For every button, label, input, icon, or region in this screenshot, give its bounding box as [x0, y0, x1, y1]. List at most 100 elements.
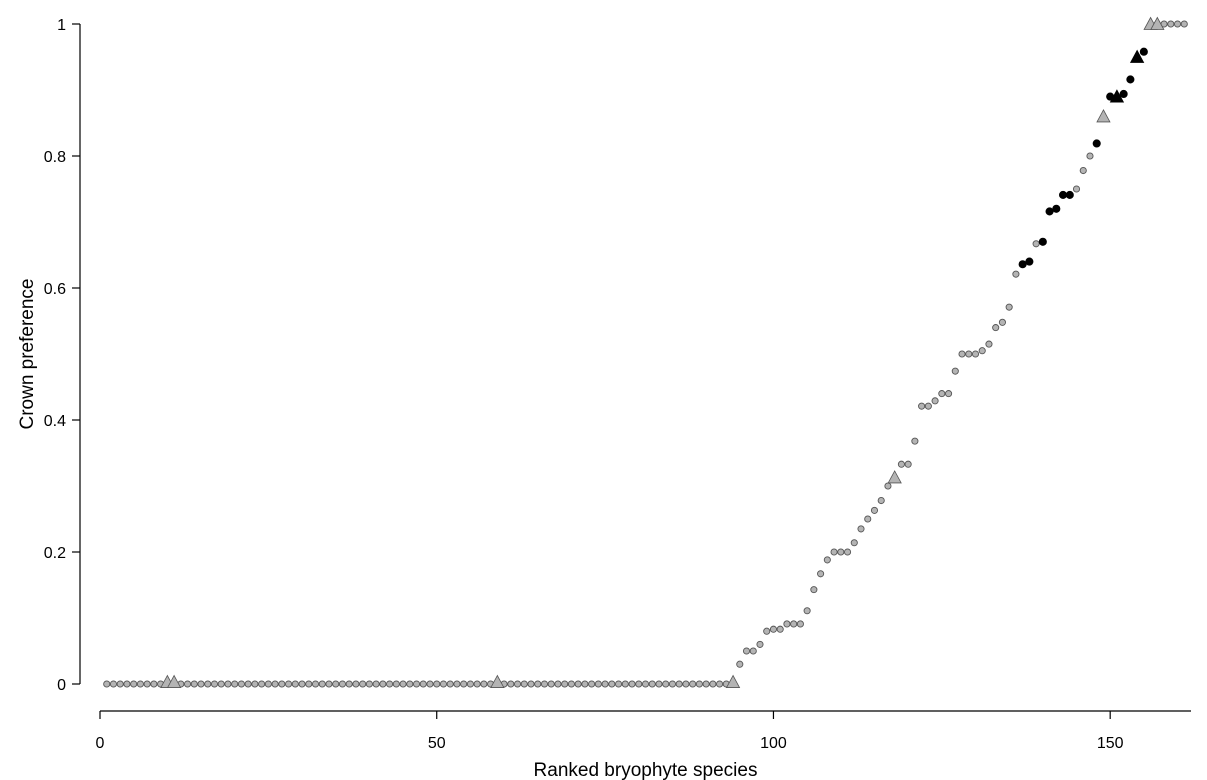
- grey-circle-point: [224, 680, 232, 688]
- grey-circle-point: [466, 680, 474, 688]
- grey-circle-point: [291, 680, 299, 688]
- grey-circle-point: [574, 680, 582, 688]
- black-circle-point: [1025, 257, 1034, 266]
- x-tick-label: 100: [760, 735, 787, 752]
- black-circle-point: [1018, 260, 1027, 269]
- grey-circle-point: [507, 680, 515, 688]
- grey-circle-point: [123, 680, 131, 688]
- grey-circle-point: [998, 318, 1006, 326]
- grey-circle-point: [103, 680, 111, 688]
- grey-circle-point: [1167, 20, 1175, 28]
- grey-circle-point: [783, 620, 791, 628]
- grey-circle-point: [594, 680, 602, 688]
- grey-circle-point: [116, 680, 124, 688]
- grey-circle-point: [1079, 166, 1087, 175]
- grey-circle-point: [210, 680, 219, 688]
- grey-circle-point: [285, 680, 293, 688]
- grey-circle-point: [520, 680, 528, 688]
- grey-circle-point: [1072, 185, 1081, 193]
- grey-circle-point: [298, 680, 306, 688]
- black-circle-point: [1052, 204, 1061, 213]
- grey-circle-point: [769, 625, 778, 633]
- y-tick-label: 0.4: [44, 413, 66, 430]
- grey-circle-point: [870, 506, 879, 514]
- grey-circle-point: [305, 680, 313, 688]
- grey-circle-point: [904, 460, 912, 468]
- grey-circle-point: [372, 680, 380, 688]
- grey-circle-point: [608, 680, 616, 688]
- grey-circle-point: [480, 680, 488, 688]
- x-tick-label: 50: [428, 735, 446, 752]
- grey-circle-point: [433, 680, 441, 688]
- grey-circle-point: [365, 680, 373, 688]
- grey-circle-point: [951, 367, 959, 375]
- grey-circle-point: [534, 680, 542, 688]
- grey-circle-point: [109, 680, 118, 688]
- grey-circle-point: [641, 680, 650, 688]
- grey-circle-point: [796, 620, 804, 628]
- grey-circle-point: [985, 340, 993, 348]
- black-circle-point: [1119, 89, 1128, 99]
- grey-circle-point: [978, 347, 986, 355]
- grey-circle-point: [1005, 303, 1013, 311]
- grey-circle-point: [311, 680, 320, 688]
- x-tick-label: 0: [96, 735, 105, 752]
- grey-circle-point: [561, 680, 569, 688]
- grey-circle-point: [843, 548, 852, 556]
- grey-circle-point: [884, 482, 892, 490]
- x-axis-title: Ranked bryophyte species: [534, 760, 758, 780]
- grey-triangle-point: [166, 674, 182, 688]
- grey-circle-point: [251, 680, 259, 688]
- grey-circle-point: [709, 680, 717, 688]
- grey-circle-point: [857, 525, 865, 533]
- grey-circle-point: [648, 680, 656, 688]
- y-axis-title: Crown preference: [17, 278, 38, 429]
- grey-circle-point: [588, 680, 596, 688]
- grey-triangle-point: [1150, 16, 1165, 30]
- grey-circle-point: [763, 627, 771, 635]
- y-tick-label: 0.6: [44, 281, 66, 298]
- grey-circle-point: [197, 680, 205, 688]
- grey-circle-point: [332, 680, 340, 688]
- grey-circle-point: [702, 680, 710, 688]
- grey-triangle-point: [725, 674, 741, 688]
- grey-circle-point: [150, 680, 158, 688]
- grey-circle-point: [547, 680, 555, 688]
- grey-circle-point: [473, 680, 481, 688]
- grey-circle-point: [386, 680, 394, 688]
- grey-circle-point: [736, 660, 744, 668]
- grey-circle-point: [628, 680, 636, 688]
- grey-triangle-point: [490, 674, 505, 688]
- grey-circle-point: [931, 397, 939, 405]
- grey-circle-point: [338, 680, 346, 688]
- grey-circle-point: [716, 680, 724, 688]
- y-tick-label: 1: [57, 17, 66, 34]
- grey-circle-point: [359, 680, 367, 688]
- grey-circle-point: [971, 350, 980, 358]
- grey-circle-point: [924, 402, 932, 410]
- grey-circle-point: [742, 647, 751, 655]
- y-tick-label: 0.2: [44, 545, 66, 562]
- grey-circle-point: [877, 496, 885, 505]
- grey-circle-point: [439, 680, 448, 688]
- grey-circle-point: [965, 350, 973, 358]
- grey-circle-point: [392, 680, 400, 688]
- data-points: [103, 16, 1188, 688]
- grey-circle-point: [756, 640, 764, 648]
- grey-circle-point: [1032, 240, 1040, 248]
- grey-triangle-point: [1096, 109, 1111, 123]
- grey-circle-point: [419, 680, 427, 688]
- grey-circle-point: [345, 680, 353, 688]
- grey-circle-point: [278, 680, 286, 688]
- grey-circle-point: [823, 556, 831, 564]
- grey-circle-point: [136, 680, 144, 688]
- grey-circle-point: [897, 460, 905, 468]
- black-circle-point: [1045, 207, 1054, 216]
- black-circle-point: [1065, 190, 1074, 199]
- grey-circle-point: [204, 680, 212, 688]
- grey-circle-point: [615, 680, 623, 688]
- grey-circle-point: [581, 680, 589, 688]
- black-circle-point: [1092, 139, 1101, 148]
- grey-circle-point: [1180, 20, 1188, 28]
- grey-circle-point: [399, 680, 407, 688]
